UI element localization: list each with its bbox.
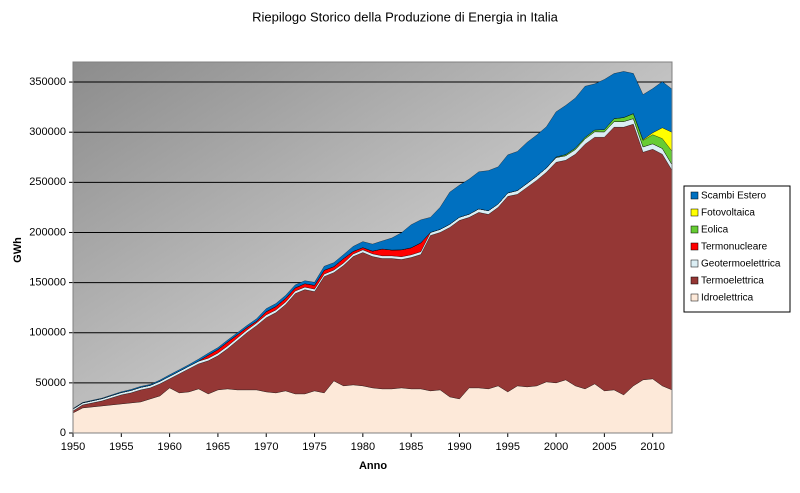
x-tick-label: 2000 (544, 441, 568, 453)
legend-label: Termoelettrica (701, 276, 764, 287)
legend (683, 185, 791, 313)
legend-label: Scambi Estero (701, 191, 766, 202)
legend-label: Idroelettrica (701, 293, 754, 304)
chart-title: Riepilogo Storico della Produzione di En… (252, 9, 558, 24)
x-tick-label: 1985 (399, 441, 423, 453)
x-tick-label: 1990 (447, 441, 471, 453)
x-tick-label: 1955 (109, 441, 133, 453)
y-tick-label: 0 (60, 427, 66, 439)
y-tick-label: 100000 (29, 327, 66, 339)
legend-swatch (690, 259, 699, 268)
legend-label: Geotermoelettrica (701, 259, 781, 270)
y-axis-label: GWh (12, 237, 24, 263)
legend-swatch (690, 293, 699, 302)
legend-swatch (690, 191, 699, 200)
x-tick-label: 2005 (592, 441, 616, 453)
x-tick-label: 1960 (157, 441, 181, 453)
legend-swatch (690, 208, 699, 217)
legend-label: Termonucleare (701, 242, 768, 253)
legend-swatch (690, 225, 699, 234)
x-tick-label: 1980 (351, 441, 375, 453)
x-tick-label: 1975 (302, 441, 326, 453)
y-tick-label: 250000 (29, 176, 66, 188)
x-tick-label: 1965 (206, 441, 230, 453)
legend-swatch (690, 276, 699, 285)
x-tick-label: 1995 (496, 441, 520, 453)
x-tick-label: 1950 (61, 441, 85, 453)
plot-border (72, 61, 673, 434)
legend-label: Eolica (701, 225, 729, 236)
y-tick-label: 350000 (29, 76, 66, 88)
legend-label: Fotovoltaica (701, 208, 755, 219)
y-tick-label: 50000 (35, 377, 66, 389)
x-axis-label: Anno (359, 460, 387, 472)
y-tick-label: 200000 (29, 226, 66, 238)
y-tick-label: 150000 (29, 277, 66, 289)
legend-swatch (690, 242, 699, 251)
x-tick-label: 1970 (254, 441, 278, 453)
y-tick-label: 300000 (29, 126, 66, 138)
x-tick-label: 2010 (640, 441, 664, 453)
